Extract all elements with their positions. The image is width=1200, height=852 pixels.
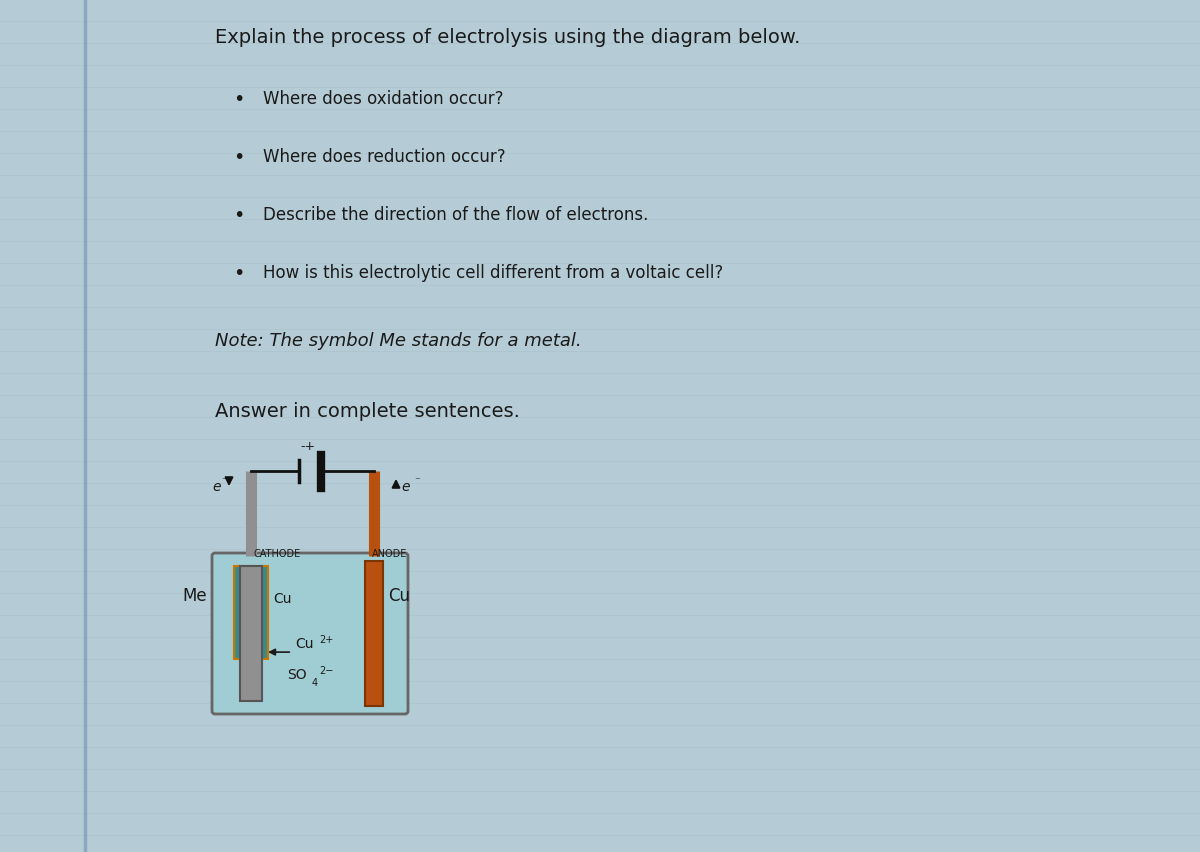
Text: e: e — [401, 480, 409, 493]
Bar — [234, 567, 268, 659]
Text: How is this electrolytic cell different from a voltaic cell?: How is this electrolytic cell different … — [263, 263, 724, 282]
Text: Cu: Cu — [274, 591, 292, 605]
Text: Where does reduction occur?: Where does reduction occur? — [263, 148, 505, 166]
Text: CATHODE: CATHODE — [254, 549, 301, 558]
Text: Explain the process of electrolysis using the diagram below.: Explain the process of electrolysis usin… — [215, 28, 800, 47]
Text: •: • — [233, 148, 245, 167]
Text: Note: The symbol Me stands for a metal.: Note: The symbol Me stands for a metal. — [215, 331, 582, 349]
Text: Cu: Cu — [295, 636, 313, 650]
Text: Describe the direction of the flow of electrons.: Describe the direction of the flow of el… — [263, 206, 648, 224]
Text: 4: 4 — [311, 677, 317, 688]
Text: ⁻: ⁻ — [221, 475, 227, 486]
Bar — [240, 567, 262, 701]
Text: Where does oxidation occur?: Where does oxidation occur? — [263, 90, 504, 108]
Text: •: • — [233, 90, 245, 109]
FancyBboxPatch shape — [212, 553, 408, 714]
Text: 2−: 2− — [319, 665, 334, 676]
Text: ANODE: ANODE — [372, 549, 407, 558]
Text: e: e — [212, 480, 221, 493]
Text: •: • — [233, 263, 245, 283]
Text: •: • — [233, 206, 245, 225]
Bar — [365, 561, 383, 706]
Text: Answer in complete sentences.: Answer in complete sentences. — [215, 401, 520, 421]
Text: Cu: Cu — [388, 586, 410, 604]
Text: Me: Me — [182, 586, 208, 604]
Text: 2+: 2+ — [319, 635, 334, 644]
Text: -+: -+ — [300, 440, 316, 452]
Text: ⁻: ⁻ — [414, 475, 420, 486]
Text: SO: SO — [287, 667, 307, 682]
